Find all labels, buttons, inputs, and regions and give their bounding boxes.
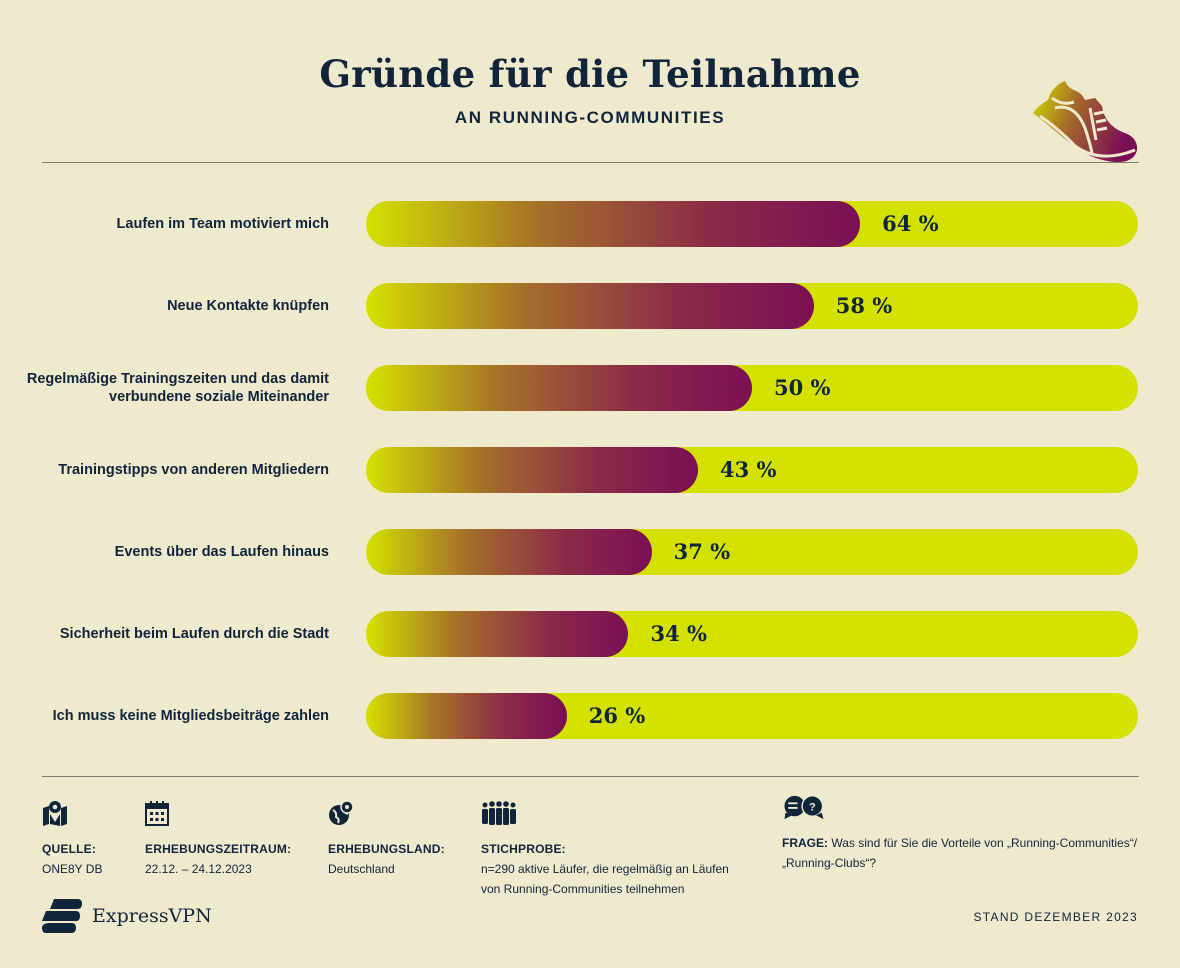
period-block: ERHEBUNGSZEITRAUM: 22.12. – 24.12.2023 — [145, 800, 291, 879]
category-label: Laufen im Team motiviert mich — [116, 216, 329, 232]
bar-track — [366, 529, 1138, 575]
period-label: ERHEBUNGSZEITRAUM: — [145, 842, 292, 856]
value-label: 58 % — [835, 293, 893, 318]
bar-fill — [366, 693, 567, 739]
sample-line-1: n=290 aktive Läufer, die regelmäßig an L… — [481, 862, 729, 876]
category-label: Trainingstipps von anderen Mitgliedern — [58, 462, 329, 478]
sample-label: STICHPROBE: — [481, 842, 566, 856]
bar-fill — [366, 529, 652, 575]
bar-track — [366, 283, 1138, 329]
bar-row: Laufen im Team motiviert mich 64 % — [0, 201, 1180, 247]
category-label: Regelmäßige Trainingszeiten und das dami… — [26, 371, 329, 405]
category-label: Events über das Laufen hinaus — [114, 544, 329, 560]
category-label: Neue Kontakte knüpfen — [167, 298, 329, 314]
bar-fill — [366, 447, 698, 493]
bar-fill — [366, 365, 752, 411]
bar-row: Sicherheit beim Laufen durch die Stadt 34… — [0, 611, 1180, 657]
bar-row: Ich muss keine Mitgliedsbeiträge zahlen 2… — [0, 693, 1180, 739]
country-label: ERHEBUNGSLAND: — [328, 842, 445, 856]
svg-text:?: ? — [809, 802, 816, 814]
category-label: Ich muss keine Mitgliedsbeiträge zahlen — [52, 708, 329, 724]
header-divider — [42, 162, 1139, 163]
source-block: QUELLE: ONE8Y DB — [42, 800, 102, 879]
bar-track — [366, 365, 1138, 411]
bar-row: Regelmäßige Trainingszeiten und das dami… — [0, 365, 1180, 411]
sample-line-2: von Running-Communities teilnehmen — [481, 882, 685, 896]
bar-fill — [366, 283, 814, 329]
value-label: 34 % — [650, 621, 707, 646]
bar-row: Events über das Laufen hinaus 37 % — [0, 529, 1180, 575]
bar-row: Neue Kontakte knüpfen 58 % — [0, 283, 1180, 329]
globe-pin-icon — [329, 800, 354, 825]
brand-name: ExpressVPN — [92, 905, 212, 927]
value-label: 64 % — [882, 211, 939, 236]
value-label: 37 % — [673, 539, 731, 564]
value-label: 43 % — [719, 457, 777, 482]
people-group-icon — [482, 801, 516, 825]
value-label: 26 % — [588, 703, 646, 728]
stand-date: STAND DEZEMBER 2023 — [973, 910, 1138, 924]
country-value: Deutschland — [328, 862, 395, 876]
question-block: ? FRAGE: Was sind für Sie die Vorteile v… — [782, 794, 1137, 873]
bar-track — [366, 447, 1138, 493]
running-shoe-icon — [1033, 81, 1138, 163]
value-label: 50 % — [774, 375, 831, 400]
expressvpn-logo-icon — [42, 899, 82, 933]
calendar-icon — [145, 801, 169, 826]
bar-track — [366, 201, 1138, 247]
source-label: QUELLE: — [42, 842, 97, 856]
bar-track — [366, 611, 1138, 657]
question-label: FRAGE: — [782, 836, 828, 850]
page-subtitle: AN RUNNING-COMMUNITIES — [454, 108, 726, 127]
country-block: ERHEBUNGSLAND: Deutschland — [328, 800, 445, 879]
source-value: ONE8Y DB — [42, 862, 103, 876]
bar-fill — [366, 611, 629, 657]
sample-block: STICHPROBE: n=290 aktive Läufer, die reg… — [481, 800, 729, 899]
footer-divider — [42, 776, 1139, 777]
expressvpn-logo: ExpressVPN — [42, 899, 212, 933]
map-pin-icon — [43, 801, 67, 826]
page-title: Gründe für die Teilnahme — [319, 52, 861, 96]
bar-track — [366, 693, 1138, 739]
bar-row: Trainingstipps von anderen Mitgliedern 43… — [0, 447, 1180, 493]
bar-fill — [366, 201, 861, 247]
category-label: Sicherheit beim Laufen durch die Stadt — [59, 626, 329, 642]
chat-question-icon: ? — [784, 795, 824, 820]
period-value: 22.12. – 24.12.2023 — [145, 862, 252, 876]
question-line-1: Was sind für Sie die Vorteile von „Runni… — [831, 836, 1138, 850]
question-line-2: „Running-Clubs“? — [782, 856, 877, 870]
